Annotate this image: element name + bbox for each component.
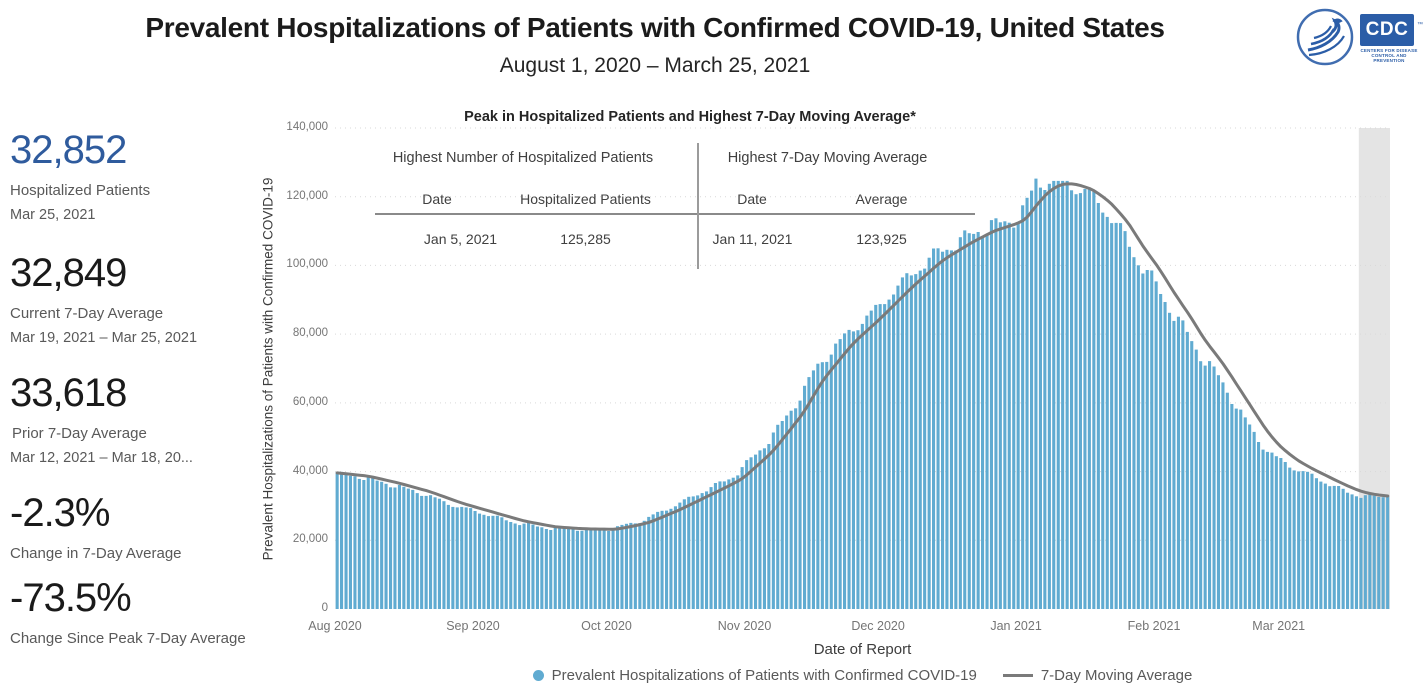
cdc-logo-box: CDC xyxy=(1360,14,1414,46)
x-tick-label: Oct 2020 xyxy=(581,619,632,633)
y-tick-label: 0 xyxy=(321,602,328,614)
stat-value: -73.5% xyxy=(10,576,132,620)
legend-line-label[interactable]: 7-Day Moving Average xyxy=(1040,667,1193,684)
inset-peak-avg-value: 123,925 xyxy=(856,231,907,247)
inset-col-date-left: Date xyxy=(422,191,452,207)
stat-value: 33,618 xyxy=(10,371,127,415)
inset-table-divider xyxy=(697,143,699,269)
inset-header-right: Highest 7-Day Moving Average xyxy=(727,150,928,166)
x-tick-label: Aug 2020 xyxy=(308,619,362,633)
y-axis-title: Prevalent Hospitalizations of Patients w… xyxy=(260,177,276,561)
y-tick-label: 140,000 xyxy=(286,121,328,133)
inset-col-date-right: Date xyxy=(737,191,767,207)
hospitalizations-bars[interactable] xyxy=(335,178,1390,610)
legend-line-swatch-icon xyxy=(1002,674,1033,677)
x-tick-label: Sep 2020 xyxy=(446,619,500,633)
stat-change-since-peak: -73.5% Change Since Peak 7-Day Average xyxy=(10,578,270,647)
legend-bar-label[interactable]: Prevalent Hospitalizations of Patients w… xyxy=(551,667,977,684)
stat-value: 32,852 xyxy=(10,128,127,172)
stat-prior-7day-average: 33,618 Prior 7-Day Average Mar 12, 2021 … xyxy=(10,373,270,466)
inset-peak-avg-date: Jan 11, 2021 xyxy=(712,231,793,247)
stat-label: Change Since Peak 7-Day Average xyxy=(10,630,246,647)
cdc-logo: CDC CENTERS FOR DISEASE CONTROL AND PREV… xyxy=(1360,14,1423,63)
inset-peak-bar-value: 125,285 xyxy=(560,231,611,247)
stat-date-range: Mar 19, 2021 – Mar 25, 2021 xyxy=(10,330,198,346)
inset-table-rule xyxy=(375,213,975,215)
hhs-eagle-icon xyxy=(1296,8,1354,66)
x-tick-label: Nov 2020 xyxy=(717,619,772,633)
stat-change-7day-average: -2.3% Change in 7-Day Average xyxy=(10,493,270,562)
stat-value: -2.3% xyxy=(10,491,111,535)
y-tick-label: 80,000 xyxy=(292,327,328,340)
stat-label: Hospitalized Patients xyxy=(10,182,151,199)
inset-peak-bar-date: Jan 5, 2021 xyxy=(423,231,498,247)
logo-group: CDC CENTERS FOR DISEASE CONTROL AND PREV… xyxy=(1294,4,1423,68)
x-axis-title: Date of Report xyxy=(813,641,912,658)
inset-col-hospitalized: Hospitalized Patients xyxy=(520,191,651,207)
x-tick-label: Jan 2021 xyxy=(990,619,1042,633)
inset-table-title: Peak in Hospitalized Patients and Highes… xyxy=(464,109,916,125)
stat-date: Mar 25, 2021 xyxy=(10,207,96,223)
y-tick-label: 100,000 xyxy=(286,258,328,271)
y-tick-label: 20,000 xyxy=(292,533,328,546)
page-subtitle: August 1, 2020 – March 25, 2021 xyxy=(499,54,811,77)
y-tick-label: 60,000 xyxy=(292,395,328,408)
moving-average-line[interactable] xyxy=(335,182,1390,531)
x-tick-label: Dec 2020 xyxy=(851,619,905,633)
stat-label: Change in 7-Day Average xyxy=(10,545,182,562)
cdc-trademark: ™ xyxy=(1417,22,1423,28)
y-tick-label: 120,000 xyxy=(286,189,328,202)
cdc-logo-subtext: CENTERS FOR DISEASE CONTROL AND PREVENTI… xyxy=(1360,48,1418,63)
inset-header-left: Highest Number of Hospitalized Patients xyxy=(392,150,654,166)
stat-hospitalized-patients: 32,852 Hospitalized Patients Mar 25, 202… xyxy=(10,130,270,223)
inset-col-average: Average xyxy=(855,191,908,207)
stat-date-range: Mar 12, 2021 – Mar 18, 20... xyxy=(10,450,193,466)
x-tick-label: Feb 2021 xyxy=(1127,619,1181,633)
stat-label: Current 7-Day Average xyxy=(10,305,164,322)
x-tick-label: Mar 2021 xyxy=(1252,619,1306,633)
chart-legend[interactable]: Prevalent Hospitalizations of Patients w… xyxy=(335,667,1390,684)
y-tick-label: 40,000 xyxy=(292,464,328,477)
page-title: Prevalent Hospitalizations of Patients w… xyxy=(145,12,1165,43)
stat-label: Prior 7-Day Average xyxy=(12,425,147,442)
legend-bar-swatch-icon xyxy=(532,670,544,681)
stat-value: 32,849 xyxy=(10,251,127,295)
stat-current-7day-average: 32,849 Current 7-Day Average Mar 19, 202… xyxy=(10,253,270,346)
